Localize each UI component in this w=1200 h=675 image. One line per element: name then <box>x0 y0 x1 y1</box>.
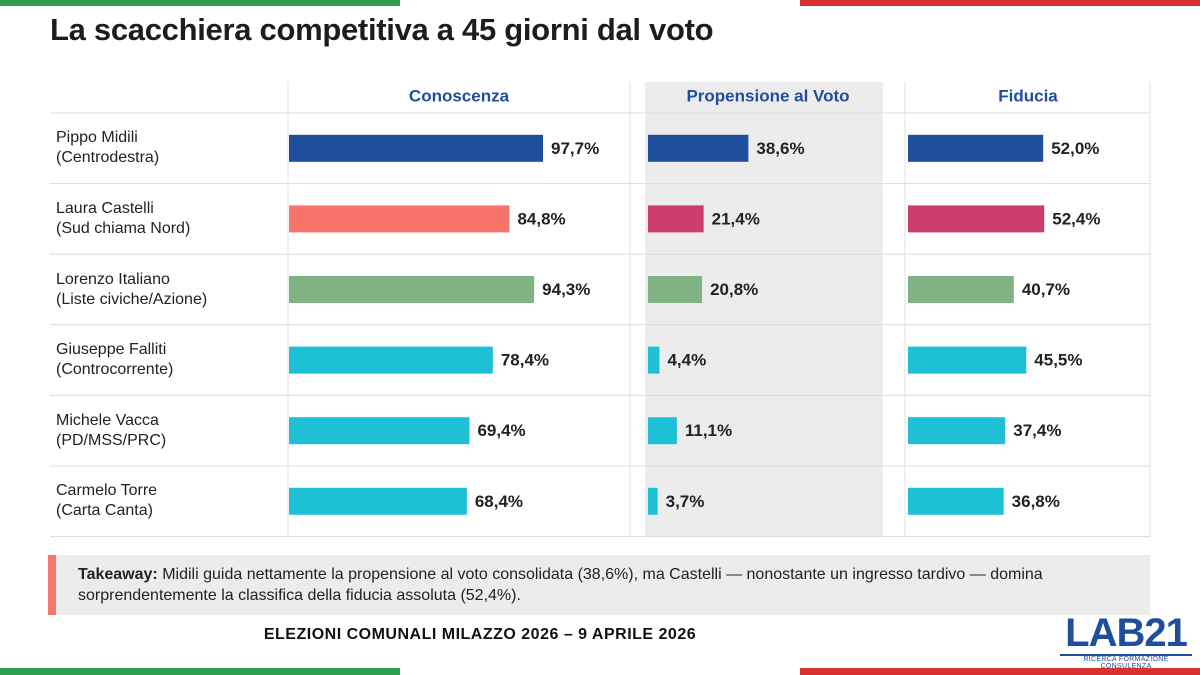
bars: Conoscenza 97,7% 84,8% 94,3% 78,4% 69,4% 68,4%… <box>289 86 1100 515</box>
panel-title: Conoscenza <box>409 86 510 105</box>
value-label: 11,1% <box>685 421 732 440</box>
bar <box>289 205 510 233</box>
row-separators <box>50 82 1151 538</box>
value-label: 45,5% <box>1034 351 1082 370</box>
bar <box>908 276 1014 303</box>
value-label: 36,8% <box>1012 492 1060 511</box>
value-label: 40,7% <box>1022 280 1070 299</box>
value-label: 4,4% <box>667 351 706 370</box>
flag-stripe <box>800 668 1200 675</box>
value-label: 52,0% <box>1051 139 1099 158</box>
logo-name: LAB21 <box>1065 611 1188 655</box>
flag-stripe <box>0 668 400 675</box>
takeaway-label: Takeaway: <box>78 566 158 583</box>
category-label: Lorenzo Italiano (Liste civiche/Azione) <box>56 270 208 308</box>
takeaway: Takeaway: Midili guida nettamente la pro… <box>48 555 1150 615</box>
category-label: Giuseppe Falliti (Controcorrente) <box>56 341 174 379</box>
bar <box>648 205 704 233</box>
category-label: Michele Vacca (PD/MSS/PRC) <box>56 411 167 449</box>
bar <box>289 346 493 374</box>
footer: ELEZIONI COMUNALI MILAZZO 2026 – 9 APRIL… <box>263 626 697 643</box>
value-label: 38,6% <box>756 139 804 158</box>
value-label: 78,4% <box>501 351 549 370</box>
value-label: 3,7% <box>666 492 705 511</box>
bar <box>908 417 1006 445</box>
bar <box>908 487 1004 515</box>
value-label: 37,4% <box>1013 421 1061 440</box>
value-label: 97,7% <box>551 139 599 158</box>
panel-title: Propensione al Voto <box>686 86 849 105</box>
value-label: 21,4% <box>712 209 760 228</box>
value-label: 84,8% <box>517 209 565 228</box>
flag-stripe <box>0 0 400 6</box>
logo: LAB21 RICERCA FORMAZIONE CONSULENZA <box>1060 612 1192 670</box>
bar <box>289 134 544 162</box>
bar <box>908 134 1044 162</box>
category-label: Laura Castelli (Sud chiama Nord) <box>56 199 191 237</box>
bar <box>908 205 1045 233</box>
value-label: 94,3% <box>542 280 590 299</box>
value-label: 69,4% <box>477 421 525 440</box>
title: La scacchiera competitiva a 45 giorni da… <box>50 12 714 47</box>
bar <box>648 134 749 162</box>
bar <box>648 346 660 374</box>
category-label: Pippo Midili (Centrodestra) <box>56 129 160 167</box>
bar <box>289 276 535 303</box>
bar <box>289 487 467 515</box>
bar <box>908 346 1027 374</box>
category-label: Carmelo Torre (Carta Canta) <box>56 482 158 520</box>
value-label: 20,8% <box>710 280 758 299</box>
bar <box>648 487 658 515</box>
flag-stripe <box>800 0 1200 6</box>
takeaway-text: Midili guida nettamente la propensione a… <box>78 566 1043 604</box>
logo-tagline: RICERCA FORMAZIONE CONSULENZA <box>1060 654 1192 670</box>
bar <box>289 417 470 445</box>
value-label: 68,4% <box>475 492 523 511</box>
bar <box>648 417 677 445</box>
value-label: 52,4% <box>1052 209 1100 228</box>
bar <box>648 276 703 303</box>
panel-title: Fiducia <box>998 86 1058 105</box>
